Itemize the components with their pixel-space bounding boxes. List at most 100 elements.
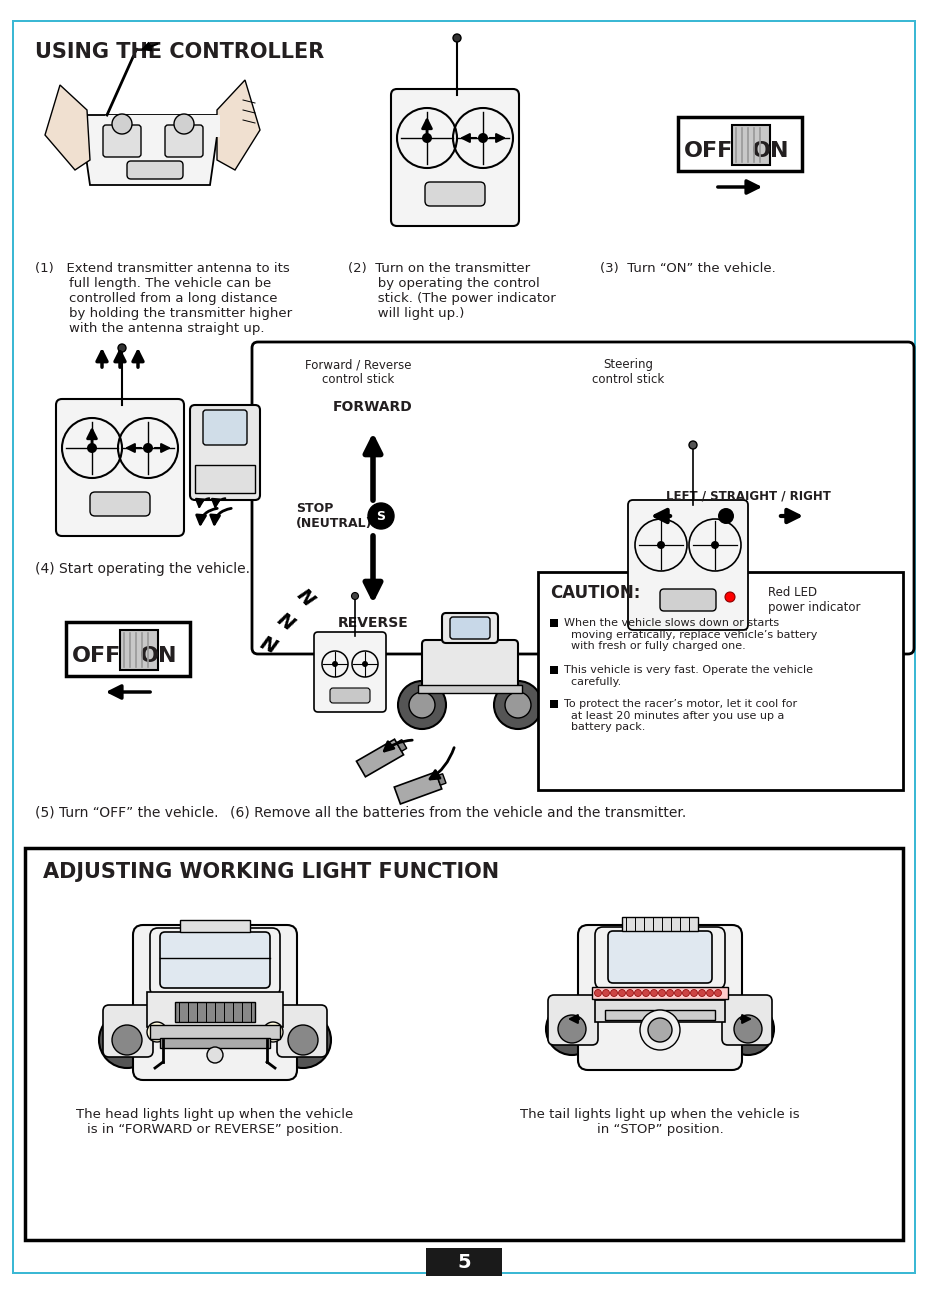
Text: 5: 5 <box>457 1252 470 1271</box>
Bar <box>594 1001 724 1023</box>
Text: (1)   Extend transmitter antenna to its
        full length. The vehicle can be
: (1) Extend transmitter antenna to its fu… <box>35 262 292 334</box>
Text: OFF: OFF <box>683 141 732 161</box>
Text: The head lights light up when the vehicle
is in “FORWARD or REVERSE” position.: The head lights light up when the vehicl… <box>76 1108 353 1137</box>
Polygon shape <box>356 739 403 776</box>
Text: Forward / Reverse
control stick: Forward / Reverse control stick <box>304 358 411 386</box>
Circle shape <box>717 508 733 524</box>
Text: (5) Turn “OFF” the vehicle.: (5) Turn “OFF” the vehicle. <box>35 806 218 820</box>
FancyBboxPatch shape <box>127 161 183 179</box>
Circle shape <box>650 990 657 997</box>
Circle shape <box>666 990 673 997</box>
FancyBboxPatch shape <box>721 995 771 1045</box>
Bar <box>105 115 220 137</box>
Circle shape <box>118 343 126 353</box>
Circle shape <box>112 1025 142 1055</box>
Bar <box>591 988 727 999</box>
Bar <box>731 124 769 165</box>
FancyBboxPatch shape <box>103 1004 153 1058</box>
Circle shape <box>641 990 649 997</box>
Circle shape <box>493 680 541 728</box>
Text: Red LED
power indicator: Red LED power indicator <box>768 586 859 614</box>
Circle shape <box>710 540 718 550</box>
Bar <box>175 1002 255 1023</box>
FancyBboxPatch shape <box>607 931 711 982</box>
Text: S: S <box>376 511 385 524</box>
Circle shape <box>617 990 625 997</box>
Text: USING THE CONTROLLER: USING THE CONTROLLER <box>35 41 324 62</box>
FancyBboxPatch shape <box>56 399 184 537</box>
Circle shape <box>409 692 435 718</box>
Circle shape <box>610 990 616 997</box>
Bar <box>550 700 557 708</box>
Circle shape <box>634 990 641 997</box>
Text: (2)  Turn on the transmitter
       by operating the control
       stick. (The : (2) Turn on the transmitter by operating… <box>348 262 555 320</box>
Bar <box>604 1010 714 1020</box>
Circle shape <box>674 990 680 997</box>
Circle shape <box>647 1017 671 1042</box>
Text: To protect the racer’s motor, let it cool for
  at least 20 minutes after you us: To protect the racer’s motor, let it coo… <box>564 699 796 732</box>
Text: REVERSE: REVERSE <box>337 616 408 630</box>
Text: ON: ON <box>751 141 789 161</box>
Circle shape <box>112 114 132 133</box>
Circle shape <box>99 1012 155 1068</box>
FancyBboxPatch shape <box>133 925 297 1080</box>
Circle shape <box>545 1003 597 1055</box>
Circle shape <box>274 1012 331 1068</box>
Bar <box>150 1025 280 1039</box>
Circle shape <box>698 990 705 997</box>
Bar <box>146 991 283 1026</box>
Text: When the vehicle slows down or starts
  moving erratically, replace vehicle’s ba: When the vehicle slows down or starts mo… <box>564 618 817 651</box>
Text: The tail lights light up when the vehicle is
in “STOP” position.: The tail lights light up when the vehicl… <box>520 1108 799 1137</box>
Circle shape <box>143 443 153 454</box>
Circle shape <box>658 990 665 997</box>
Polygon shape <box>394 772 441 804</box>
Circle shape <box>87 443 97 454</box>
Bar <box>180 920 249 932</box>
Polygon shape <box>437 774 446 785</box>
FancyBboxPatch shape <box>90 492 150 516</box>
Bar <box>66 622 190 677</box>
Text: FORWARD: FORWARD <box>333 400 413 413</box>
Text: LEFT / STRAIGHT / RIGHT: LEFT / STRAIGHT / RIGHT <box>665 490 830 503</box>
FancyBboxPatch shape <box>548 995 597 1045</box>
Text: CAUTION:: CAUTION: <box>550 584 640 603</box>
Polygon shape <box>44 86 90 170</box>
FancyBboxPatch shape <box>578 925 742 1070</box>
Circle shape <box>477 133 488 143</box>
FancyBboxPatch shape <box>103 124 141 157</box>
Bar <box>913 19 915 1271</box>
Text: Steering
control stick: Steering control stick <box>591 358 664 386</box>
Circle shape <box>398 680 446 728</box>
Circle shape <box>724 592 734 603</box>
Circle shape <box>368 503 394 529</box>
Bar <box>425 1248 502 1277</box>
Circle shape <box>656 540 665 550</box>
FancyBboxPatch shape <box>190 404 260 500</box>
Circle shape <box>626 990 633 997</box>
Circle shape <box>422 133 432 143</box>
Circle shape <box>640 1010 679 1050</box>
Circle shape <box>362 661 368 667</box>
Text: N: N <box>292 586 317 610</box>
Circle shape <box>705 990 713 997</box>
FancyBboxPatch shape <box>252 342 913 654</box>
Text: (3)  Turn “ON” the vehicle.: (3) Turn “ON” the vehicle. <box>600 262 775 275</box>
Bar <box>621 918 697 931</box>
FancyBboxPatch shape <box>276 1004 326 1058</box>
FancyBboxPatch shape <box>628 500 747 630</box>
Text: (NEUTRAL): (NEUTRAL) <box>296 517 372 530</box>
Circle shape <box>262 1023 283 1042</box>
FancyBboxPatch shape <box>203 410 247 445</box>
Text: (4) Start operating the vehicle.: (4) Start operating the vehicle. <box>35 562 249 575</box>
Circle shape <box>594 990 601 997</box>
FancyBboxPatch shape <box>390 89 518 226</box>
Text: N: N <box>273 609 297 635</box>
Text: (6) Remove all the batteries from the vehicle and the transmitter.: (6) Remove all the batteries from the ve… <box>230 806 685 820</box>
Circle shape <box>504 692 530 718</box>
FancyBboxPatch shape <box>313 632 386 712</box>
Bar <box>25 848 902 1240</box>
Bar <box>417 686 521 693</box>
Bar <box>195 465 255 492</box>
FancyBboxPatch shape <box>450 617 489 639</box>
Text: ON: ON <box>140 645 177 666</box>
